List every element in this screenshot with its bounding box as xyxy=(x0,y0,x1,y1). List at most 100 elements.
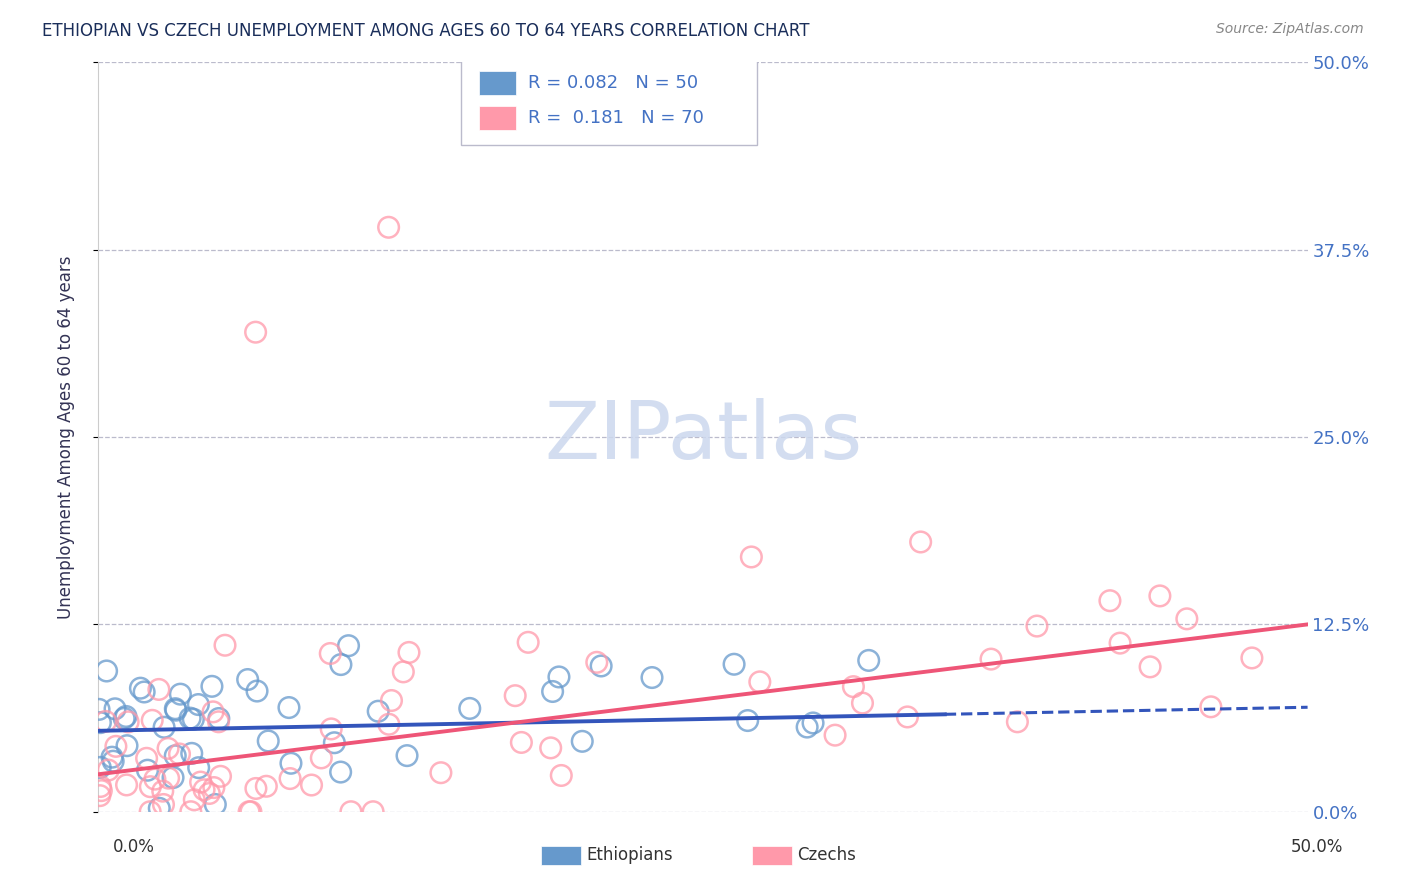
Point xyxy=(398,645,420,659)
Point xyxy=(329,657,352,672)
Text: 0.0%: 0.0% xyxy=(112,838,155,855)
Text: Ethiopians: Ethiopians xyxy=(586,847,673,864)
Point xyxy=(392,665,415,679)
Point xyxy=(323,736,346,750)
Point xyxy=(380,693,402,707)
Point xyxy=(169,747,191,761)
Point xyxy=(723,657,745,672)
Point xyxy=(180,747,202,761)
Point xyxy=(503,689,526,703)
Point xyxy=(361,805,384,819)
Point xyxy=(101,750,124,764)
Point xyxy=(89,715,111,730)
Point xyxy=(139,780,162,794)
Point xyxy=(257,734,280,748)
Point xyxy=(202,705,225,719)
Point xyxy=(152,797,174,812)
Point xyxy=(1199,699,1222,714)
Point xyxy=(1139,660,1161,674)
Point xyxy=(190,775,212,789)
Point xyxy=(135,751,157,765)
Point xyxy=(183,793,205,807)
Point xyxy=(165,748,187,763)
Point xyxy=(737,714,759,728)
Point xyxy=(571,734,593,748)
Point xyxy=(824,728,846,742)
Point xyxy=(278,772,301,786)
Point xyxy=(1007,714,1029,729)
Point xyxy=(238,805,260,819)
Point xyxy=(550,768,572,782)
Point xyxy=(641,671,664,685)
Point xyxy=(458,701,481,715)
Point xyxy=(187,761,209,775)
Point xyxy=(148,682,170,697)
Point xyxy=(517,635,540,649)
Point xyxy=(740,549,762,564)
Point xyxy=(187,698,209,712)
Point xyxy=(541,684,564,698)
Point xyxy=(510,735,533,749)
Point xyxy=(540,740,562,755)
Point xyxy=(139,805,162,819)
Point xyxy=(162,771,184,785)
Point xyxy=(1109,636,1132,650)
Point xyxy=(329,765,352,780)
Point xyxy=(842,680,865,694)
Point xyxy=(236,673,259,687)
Point xyxy=(89,780,111,794)
Point xyxy=(377,220,399,235)
FancyBboxPatch shape xyxy=(461,59,758,145)
Bar xyxy=(479,106,516,130)
Point xyxy=(1149,589,1171,603)
Point xyxy=(851,696,873,710)
Point xyxy=(157,741,180,756)
Point xyxy=(157,771,180,785)
Point xyxy=(198,787,221,801)
Point xyxy=(796,720,818,734)
Point xyxy=(193,782,215,797)
Point xyxy=(179,711,201,725)
Point xyxy=(430,765,453,780)
Point xyxy=(245,325,267,339)
Point xyxy=(169,687,191,701)
Point xyxy=(214,638,236,652)
Point xyxy=(910,535,932,549)
Point xyxy=(115,709,138,723)
Point xyxy=(117,714,139,729)
Point xyxy=(591,659,613,673)
Point xyxy=(980,652,1002,666)
Point xyxy=(858,653,880,667)
Point xyxy=(254,779,277,793)
Bar xyxy=(479,70,516,95)
Point xyxy=(239,805,262,819)
Text: Source: ZipAtlas.com: Source: ZipAtlas.com xyxy=(1216,22,1364,37)
Point xyxy=(115,739,138,753)
Point xyxy=(204,797,226,812)
Point xyxy=(311,751,333,765)
Point xyxy=(134,685,156,699)
Y-axis label: Unemployment Among Ages 60 to 64 years: Unemployment Among Ages 60 to 64 years xyxy=(56,255,75,619)
Point xyxy=(337,639,360,653)
Point xyxy=(153,720,176,734)
Point xyxy=(112,711,135,725)
Point xyxy=(104,702,127,716)
Point xyxy=(87,702,110,716)
Text: 50.0%: 50.0% xyxy=(1291,838,1343,855)
Point xyxy=(152,784,174,798)
Point xyxy=(101,754,124,768)
Point xyxy=(340,805,363,819)
Point xyxy=(129,681,152,696)
Point xyxy=(96,664,118,678)
Point xyxy=(585,656,607,670)
Point xyxy=(207,714,229,729)
Point xyxy=(321,722,343,736)
Point xyxy=(202,780,225,795)
Point xyxy=(378,717,401,731)
Point xyxy=(278,700,301,714)
Point xyxy=(1098,593,1121,607)
Point xyxy=(280,756,302,771)
Point xyxy=(201,679,224,693)
Point xyxy=(94,714,117,729)
Point xyxy=(896,710,918,724)
